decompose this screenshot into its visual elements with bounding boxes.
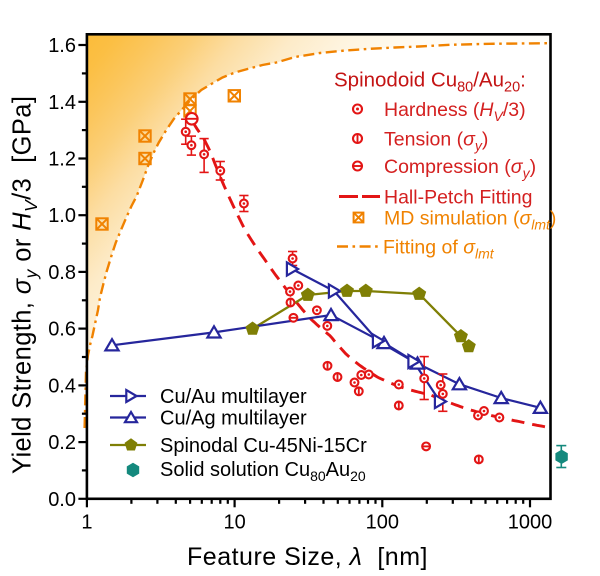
svg-text:Spinodal Cu-45Ni-15Cr: Spinodal Cu-45Ni-15Cr xyxy=(160,435,367,457)
svg-text:Spinodoid Cu80/Au20:: Spinodoid Cu80/Au20: xyxy=(334,69,526,96)
svg-text:10: 10 xyxy=(223,512,245,534)
svg-text:Feature Size, λ [nm]: Feature Size, λ [nm] xyxy=(187,543,428,571)
svg-text:1: 1 xyxy=(81,512,92,534)
svg-text:1.0: 1.0 xyxy=(48,205,76,227)
svg-text:0.4: 0.4 xyxy=(48,375,76,397)
svg-text:Hardness (HV/3): Hardness (HV/3) xyxy=(384,99,526,124)
svg-text:0.2: 0.2 xyxy=(48,432,76,454)
svg-text:Compression (σy): Compression (σy) xyxy=(384,156,536,181)
svg-text:Solid solution Cu80Au20: Solid solution Cu80Au20 xyxy=(160,459,366,484)
svg-text:1.4: 1.4 xyxy=(48,92,76,114)
svg-text:Hall-Petch Fitting: Hall-Petch Fitting xyxy=(384,187,532,209)
svg-text:100: 100 xyxy=(366,512,399,534)
svg-text:Tension (σy): Tension (σy) xyxy=(384,129,488,154)
svg-text:MD simulation (σlmt): MD simulation (σlmt) xyxy=(384,208,556,233)
svg-text:0.8: 0.8 xyxy=(48,262,76,284)
svg-text:1.2: 1.2 xyxy=(48,149,76,171)
svg-text:0.0: 0.0 xyxy=(48,489,76,511)
svg-text:1000: 1000 xyxy=(508,512,553,534)
svg-text:Cu/Ag multilayer: Cu/Ag multilayer xyxy=(160,408,307,430)
svg-text:0.6: 0.6 xyxy=(48,319,76,341)
svg-text:Yield Strength, σy or HV/3 [G: Yield Strength, σy or HV/3 [GPa] xyxy=(9,96,42,474)
svg-text:1.6: 1.6 xyxy=(48,35,76,57)
svg-text:Cu/Au multilayer: Cu/Au multilayer xyxy=(160,386,307,408)
